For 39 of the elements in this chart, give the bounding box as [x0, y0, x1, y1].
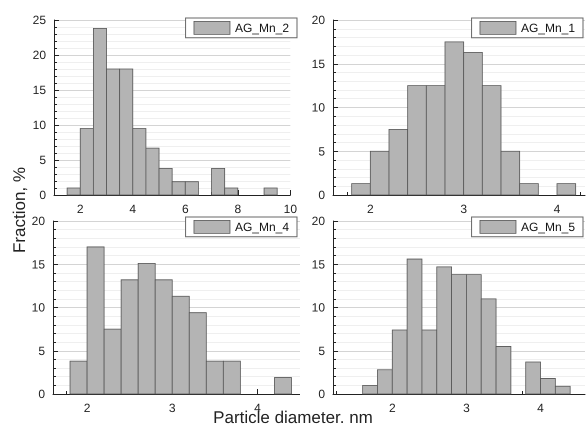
x-tick-label: 4 [554, 202, 561, 216]
y-tick-label: 5 [318, 344, 326, 358]
y-tick-label: 10 [32, 118, 46, 132]
y-tick-label: 10 [312, 100, 326, 114]
legend-label: AG_Mn_2 [234, 20, 290, 35]
y-tick-label: 20 [312, 214, 326, 228]
x-tick-label: 3 [463, 401, 470, 415]
y-tick-label: 0 [38, 387, 46, 401]
x-tick-label: 4 [537, 401, 544, 415]
y-tick-label: 20 [32, 214, 46, 228]
y-tick-label: 5 [39, 153, 46, 167]
y-tick-label: 5 [38, 344, 46, 358]
x-tick-label: 6 [182, 202, 189, 216]
x-tick-label: 2 [84, 401, 91, 415]
x-tick-label: 2 [76, 202, 84, 216]
x-tick-label: 10 [284, 202, 298, 216]
y-tick-label: 25 [32, 13, 46, 27]
y-tick-label: 20 [312, 13, 326, 27]
y-tick-label: 15 [32, 83, 46, 97]
y-tick-label: 10 [312, 300, 326, 314]
y-tick-label: 15 [312, 56, 326, 71]
x-tick-label: 8 [234, 202, 242, 216]
legend-label: AG_Mn_1 [520, 20, 576, 35]
y-tick-label: 10 [32, 300, 46, 314]
y-tick-label: 0 [318, 188, 326, 202]
x-tick-label: 2 [366, 202, 374, 216]
y-tick-label: 15 [312, 257, 326, 272]
x-tick-label: 3 [168, 401, 176, 415]
y-tick-label: 0 [39, 188, 46, 202]
x-tick-label: 3 [460, 202, 468, 216]
legend-label: AG_Mn_4 [234, 220, 290, 234]
y-tick-label: 0 [318, 387, 326, 401]
legend-label: AG_Mn_5 [520, 220, 576, 234]
y-tick-label: 5 [318, 144, 326, 158]
y-axis-title: Fraction, % [10, 166, 30, 255]
x-tick-label: 4 [129, 202, 136, 216]
y-tick-label: 20 [32, 48, 46, 62]
x-tick-label: 2 [388, 401, 396, 415]
y-tick-label: 15 [32, 257, 46, 272]
